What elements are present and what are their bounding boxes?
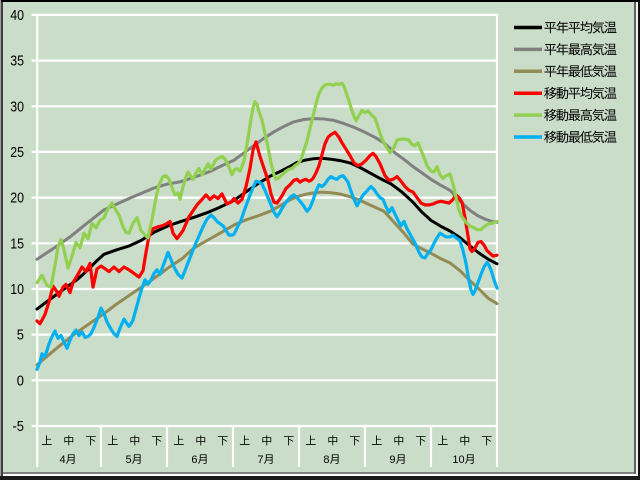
svg-text:4: 4 [60,454,66,466]
svg-text:7: 7 [257,454,263,466]
svg-text:10: 10 [10,282,24,298]
svg-text:8: 8 [323,454,329,466]
svg-text:15: 15 [10,236,24,252]
svg-text:-5: -5 [13,419,25,435]
svg-text:30: 30 [10,99,24,115]
svg-text:35: 35 [10,54,24,70]
svg-text:9: 9 [389,454,395,466]
svg-text:6: 6 [191,454,197,466]
svg-text:20: 20 [10,191,24,207]
svg-text:40: 40 [10,8,24,24]
svg-text:5: 5 [17,328,24,344]
svg-text:10: 10 [452,454,464,466]
svg-text:25: 25 [10,145,24,161]
svg-text:0: 0 [17,373,24,389]
svg-text:5: 5 [126,454,132,466]
